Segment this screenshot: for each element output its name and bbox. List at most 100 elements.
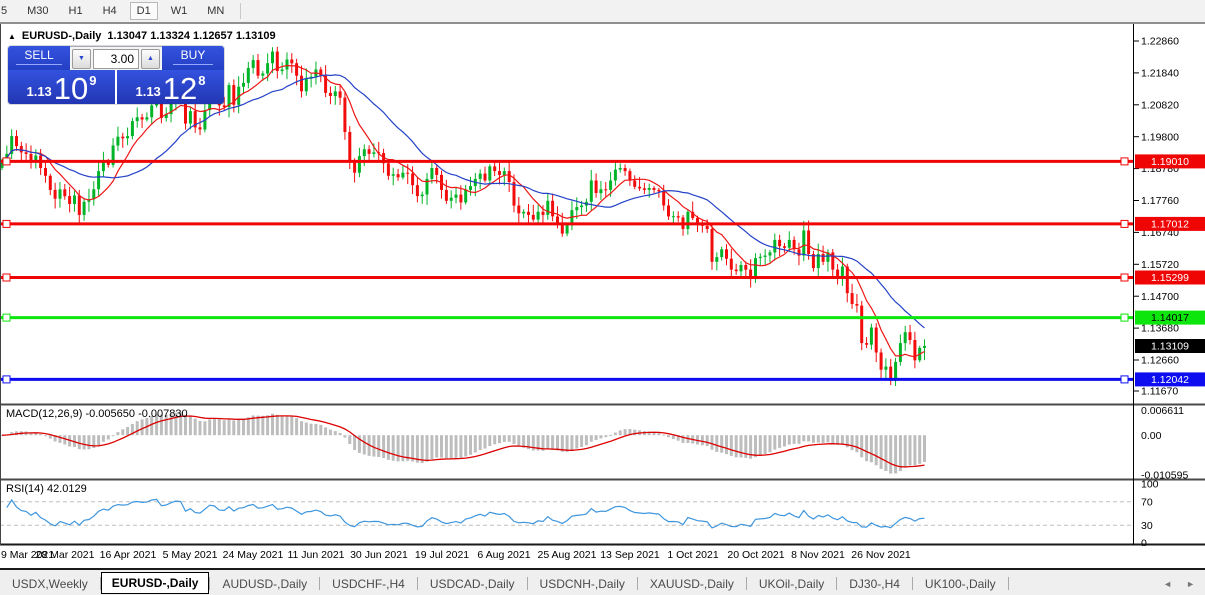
svg-text:1.17012: 1.17012 [1151, 219, 1189, 231]
sell-button-label: SELL [16, 48, 62, 65]
svg-text:30: 30 [1141, 520, 1153, 532]
pane-separators [0, 403, 1205, 546]
svg-text:0.006611: 0.006611 [1141, 405, 1184, 417]
date-tick-label: 30 Jun 2021 [350, 549, 408, 561]
svg-text:1.11670: 1.11670 [1141, 386, 1178, 398]
buy-price-prefix: 1.13 [135, 84, 161, 99]
tab-divider [526, 577, 528, 590]
rsi-label: RSI(14) 42.0129 [6, 483, 87, 495]
svg-text:1.14700: 1.14700 [1141, 291, 1179, 303]
price-axis: 1.228601.218401.208201.198001.187801.177… [0, 24, 1205, 546]
svg-text:1.13680: 1.13680 [1141, 323, 1179, 335]
svg-text:70: 70 [1141, 496, 1153, 508]
chart-tab-eurusd-daily[interactable]: EURUSD-,Daily [100, 572, 210, 594]
svg-text:-0.010595: -0.010595 [1141, 470, 1188, 482]
timeframe-button-h1[interactable]: H1 [68, 5, 83, 17]
chart-ohlc-header: ▲ EURUSD-,Daily 1.13047 1.13324 1.12657 … [8, 30, 276, 42]
chart-tab-usdchf-h4[interactable]: USDCHF-,H4 [332, 577, 405, 591]
svg-text:1.19800: 1.19800 [1141, 131, 1179, 143]
buy-price-box[interactable]: 1.13 12 8 [117, 70, 224, 104]
timeframe-button-m30[interactable]: M30 [27, 5, 49, 17]
chart-tab-audusd-daily[interactable]: AUDUSD-,Daily [222, 577, 308, 591]
chart-area[interactable]: 1.228601.218401.208201.198001.187801.177… [0, 24, 1205, 546]
chart-tab-usdcad-daily[interactable]: USDCAD-,Daily [429, 577, 515, 591]
svg-text:1.21840: 1.21840 [1141, 68, 1179, 80]
sell-price-box[interactable]: 1.13 10 9 [8, 70, 115, 104]
svg-text:1.19010: 1.19010 [1151, 156, 1189, 168]
date-tick-label: 11 Jun 2021 [287, 549, 345, 561]
chart-tab-bar: USDX,Weekly EURUSD-,Daily AUDUSD-,Daily USD… [0, 568, 1205, 595]
date-tick-label: 19 Jul 2021 [414, 549, 470, 561]
svg-text:1.20820: 1.20820 [1141, 99, 1179, 111]
buy-button[interactable]: BUY [162, 46, 224, 70]
timeframe-button-h4[interactable]: H4 [102, 5, 117, 17]
tab-scroll-left-icon[interactable]: ◄ [1163, 578, 1173, 589]
sell-price-sup: 9 [89, 73, 97, 88]
svg-text:1.14017: 1.14017 [1151, 312, 1189, 324]
date-tick-label: 13 Sep 2021 [600, 549, 660, 561]
date-axis: 9 Mar 2021 28 Mar 2021 16 Apr 2021 5 May 20… [0, 547, 1205, 567]
timeframe-button-mn[interactable]: MN [207, 5, 225, 17]
svg-text:1.12042: 1.12042 [1151, 374, 1189, 386]
buy-button-label: BUY [172, 48, 214, 65]
chart-tab-dj30-h4[interactable]: DJ30-,H4 [849, 577, 900, 591]
timeframe-button-w1[interactable]: W1 [170, 5, 188, 17]
volume-increase-icon[interactable]: ▲ [141, 48, 160, 69]
macd-panel [0, 412, 926, 474]
date-tick-label: 16 Apr 2021 [99, 549, 157, 561]
collapse-triangle-icon[interactable]: ▲ [8, 31, 16, 41]
svg-text:1.15720: 1.15720 [1141, 259, 1179, 271]
ma-slow-line [1, 74, 925, 329]
tab-divider [1007, 577, 1009, 590]
volume-spinner: ▼ 3.00 ▲ [70, 46, 162, 70]
date-tick-label: 25 Aug 2021 [537, 549, 597, 561]
chart-tab-uk100-daily[interactable]: UK100-,Daily [924, 577, 996, 591]
date-tick-label: 1 Oct 2021 [667, 549, 719, 561]
rsi-panel [0, 498, 1133, 529]
date-tick-label: 28 Mar 2021 [35, 549, 95, 561]
sell-button[interactable]: SELL [8, 46, 70, 70]
timeframe-button-d1[interactable]: D1 [129, 2, 158, 20]
toolbar-divider [240, 3, 242, 19]
chart-ohlc-values: 1.13047 1.13324 1.12657 1.13109 [107, 30, 276, 42]
sell-price-prefix: 1.13 [26, 84, 52, 99]
tab-divider [209, 577, 211, 590]
volume-decrease-icon[interactable]: ▼ [72, 48, 91, 69]
svg-text:0: 0 [1141, 538, 1147, 546]
date-tick-label: 26 Nov 2021 [851, 549, 911, 561]
svg-text:100: 100 [1141, 479, 1159, 491]
timeframe-button-5[interactable]: 5 [1, 5, 8, 17]
date-tick-label: 24 May 2021 [222, 549, 284, 561]
buy-price-big: 12 [162, 71, 198, 104]
svg-text:0.00: 0.00 [1141, 430, 1162, 442]
chart-tab-usdcnh-daily[interactable]: USDCNH-,Daily [539, 577, 625, 591]
chart-tab-ukoil-daily[interactable]: UKOil-,Daily [758, 577, 825, 591]
svg-text:1.15299: 1.15299 [1151, 272, 1189, 284]
date-tick-label: 20 Oct 2021 [727, 549, 785, 561]
tab-divider [745, 577, 747, 590]
tab-divider [836, 577, 838, 590]
chart-title: EURUSD-,Daily [21, 30, 102, 42]
date-tick-label: 6 Aug 2021 [477, 549, 531, 561]
tab-scroll-right-icon[interactable]: ► [1186, 578, 1195, 589]
horizontal-lines-layer[interactable] [0, 157, 1133, 384]
svg-text:1.17760: 1.17760 [1141, 195, 1179, 207]
macd-label: MACD(12,26,9) -0.005650 -0.007830 [6, 408, 188, 420]
timeframe-toolbar: 5 M30 H1 H4 D1 W1 MN [0, 0, 1205, 24]
tab-divider [319, 577, 321, 590]
svg-text:1.13109: 1.13109 [1151, 341, 1189, 353]
buy-price-sup: 8 [198, 73, 206, 88]
chart-tab-usdx-weekly[interactable]: USDX,Weekly [12, 577, 88, 591]
tab-divider [416, 577, 418, 590]
sell-price-big: 10 [53, 71, 89, 104]
date-tick-label: 8 Nov 2021 [791, 549, 845, 561]
chart-tab-xauusd-daily[interactable]: XAUUSD-,Daily [649, 577, 734, 591]
date-tick-label: 5 May 2021 [162, 549, 218, 561]
svg-text:1.12660: 1.12660 [1141, 355, 1179, 367]
tab-divider [99, 577, 101, 590]
tab-divider [911, 577, 913, 590]
one-click-trading-panel: SELL ▼ 3.00 ▲ BUY 1.13 10 9 1.13 12 8 [8, 46, 224, 104]
volume-input[interactable]: 3.00 [93, 48, 139, 69]
date-tick-label: 9 Mar 2021 [1, 549, 55, 561]
